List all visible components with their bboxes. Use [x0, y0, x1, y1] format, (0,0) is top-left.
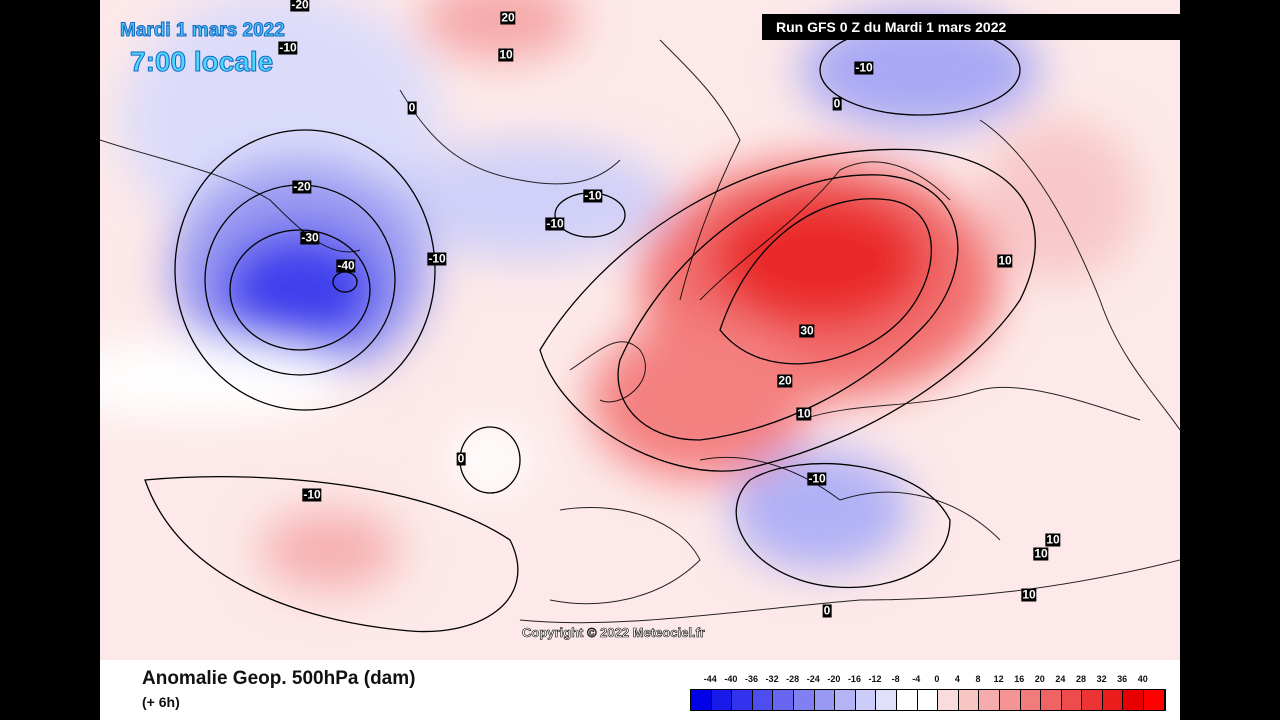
legend-labels: -44 -40 -36 -32 -28 -24 -20 -16 -12 -8 -4 0 4 8 12 16 20… — [690, 674, 1166, 686]
geopotential-anomaly-map — [100, 0, 1180, 660]
contour-label: -40 — [336, 258, 356, 273]
contour-label: 10 — [498, 47, 514, 62]
legend-swatch — [1144, 690, 1165, 710]
color-legend: -44 -40 -36 -32 -28 -24 -20 -16 -12 -8 -4 0 4 8 12 16 20… — [690, 674, 1166, 711]
legend-label: 12 — [993, 674, 1004, 684]
contour-label: -30 — [300, 230, 320, 245]
legend-swatch — [958, 690, 980, 710]
legend-label: -8 — [891, 674, 900, 684]
legend-label: -4 — [912, 674, 921, 684]
legend-label: -40 — [724, 674, 738, 684]
legend-label: 24 — [1055, 674, 1066, 684]
contour-label: -10 — [807, 471, 827, 486]
legend-swatch — [855, 690, 877, 710]
legend-swatch — [1123, 690, 1145, 710]
legend-swatch — [1041, 690, 1062, 710]
contour-label: 10 — [796, 406, 812, 421]
contour-label: 10 — [1045, 532, 1061, 547]
legend-swatch — [773, 690, 794, 710]
legend-label: -24 — [806, 674, 820, 684]
legend-swatch — [711, 690, 733, 710]
legend-swatch — [876, 690, 897, 710]
legend-label: -16 — [847, 674, 861, 684]
legend-swatch — [793, 690, 815, 710]
legend-label: 0 — [934, 674, 940, 684]
contour-label: 20 — [777, 373, 793, 388]
contour-label: 10 — [1021, 587, 1037, 602]
legend-swatch — [896, 690, 918, 710]
map-footer: Anomalie Geop. 500hPa (dam) (+ 6h) -44 -4… — [100, 660, 1180, 720]
contour-label: -10 — [583, 188, 603, 203]
contour-label: -10 — [854, 60, 874, 75]
legend-label: -28 — [786, 674, 800, 684]
legend-swatch — [835, 690, 856, 710]
map-title: Anomalie Geop. 500hPa (dam) — [142, 668, 416, 689]
legend-swatch — [1102, 690, 1124, 710]
legend-swatch — [1020, 690, 1042, 710]
legend-label: -20 — [827, 674, 841, 684]
legend-label: 32 — [1096, 674, 1107, 684]
legend-swatch — [814, 690, 836, 710]
contour-label: 20 — [500, 10, 516, 25]
legend-swatches — [690, 689, 1166, 711]
contour-label: 10 — [997, 253, 1013, 268]
legend-swatch — [1082, 690, 1103, 710]
forecast-time: 7:00 locale — [129, 46, 274, 78]
legend-label: 40 — [1137, 674, 1148, 684]
legend-label: -32 — [765, 674, 779, 684]
contour-label: -10 — [545, 216, 565, 231]
map-frame: -20 -10 20 10 0 -10 0 -20 -30 -40 -10 -1… — [100, 0, 1180, 720]
contour-label: 0 — [407, 100, 417, 115]
legend-swatch — [938, 690, 959, 710]
contour-label: 10 — [1033, 546, 1049, 561]
legend-label: 8 — [975, 674, 981, 684]
legend-swatch — [979, 690, 1000, 710]
contour-label: 0 — [456, 451, 466, 466]
legend-label: 4 — [954, 674, 960, 684]
model-run-label: Run GFS 0 Z du Mardi 1 mars 2022 — [762, 14, 1180, 40]
copyright: Copyright © 2022 Meteociel.fr — [522, 625, 706, 641]
legend-label: 36 — [1117, 674, 1128, 684]
coastlines — [100, 39, 1180, 624]
legend-label: -36 — [744, 674, 758, 684]
contour-label: -10 — [278, 40, 298, 55]
legend-swatch — [752, 690, 774, 710]
contour-label: 0 — [822, 603, 832, 618]
contour-label: 0 — [832, 96, 842, 111]
contour-label: -20 — [292, 179, 312, 194]
legend-swatch — [691, 690, 712, 710]
legend-label: -12 — [868, 674, 882, 684]
contour-label: -10 — [427, 251, 447, 266]
contour-label: -10 — [302, 487, 322, 502]
legend-swatch — [917, 690, 939, 710]
legend-swatch — [999, 690, 1021, 710]
contour-label: -20 — [290, 0, 310, 12]
contour-label: 30 — [799, 323, 815, 338]
legend-swatch — [1061, 690, 1083, 710]
legend-label: -44 — [703, 674, 717, 684]
legend-label: 16 — [1014, 674, 1025, 684]
legend-label: 20 — [1034, 674, 1045, 684]
legend-label: 28 — [1075, 674, 1086, 684]
forecast-date: Mardi 1 mars 2022 — [120, 20, 286, 42]
legend-swatch — [732, 690, 753, 710]
forecast-offset: (+ 6h) — [142, 694, 180, 710]
